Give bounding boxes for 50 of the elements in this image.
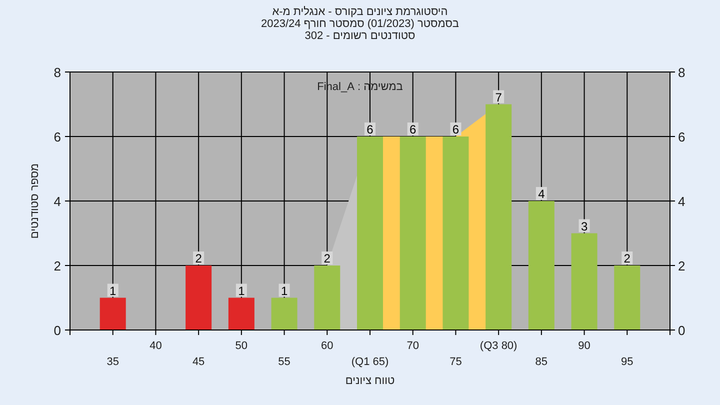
x-axis-title: טווח ציונים (345, 375, 395, 387)
bar (100, 298, 126, 330)
y2-tick-label: 2 (678, 258, 686, 274)
x-tick-label: 50 (235, 340, 248, 352)
bar (228, 298, 254, 330)
x-tick-label: 60 (321, 340, 334, 352)
data-label: 1 (110, 284, 116, 298)
data-label: 1 (280, 284, 288, 298)
bar (571, 233, 598, 330)
x-tick-label: 45 (192, 356, 205, 368)
x-tick-label: 75 (450, 356, 462, 368)
data-label: 2 (624, 252, 630, 266)
y-tick-label: 0 (54, 323, 61, 338)
data-label: 6 (366, 122, 374, 136)
y-tick-label: 8 (54, 65, 61, 80)
x-tick-label: 70 (406, 340, 419, 352)
y2-tick-label: 0 (678, 323, 686, 338)
x-tick-label: (Q1 65) (351, 356, 389, 368)
y2-tick-label: 4 (678, 194, 686, 209)
chart-subtitle: בסמסטר (01/2023) סמסטר חורף 2023/24 (260, 18, 460, 30)
data-label: 2 (195, 252, 202, 266)
x-tick-label: 85 (535, 356, 548, 368)
data-label: 7 (495, 90, 502, 104)
y2-tick-label: 8 (678, 65, 686, 80)
bar (400, 136, 426, 330)
data-label: 4 (538, 187, 545, 201)
x-tick-label: (Q3 80) (480, 340, 518, 352)
text: סטודנטים רשומים - 302 (304, 30, 416, 42)
x-tick-label: 90 (578, 340, 590, 352)
y-tick-label: 6 (54, 130, 61, 144)
data-label: 6 (410, 122, 416, 136)
y-tick-label: 4 (54, 194, 61, 209)
x-tick-label: 55 (278, 356, 290, 368)
data-label: 1 (238, 284, 245, 298)
chart-title: היסטוגרמת ציונים בקורס - אנגלית מ-א (272, 6, 448, 18)
data-label: 3 (580, 219, 588, 234)
bar (614, 266, 640, 330)
bar (186, 266, 212, 330)
x-tick-label: 35 (106, 356, 119, 368)
bar (528, 201, 554, 330)
y-tick-label: 2 (54, 258, 61, 274)
bar (486, 104, 512, 330)
data-label: 2 (324, 252, 330, 266)
x-tick-label: 95 (621, 356, 634, 368)
y-axis-title: מספר סטודנטים (29, 163, 41, 239)
x-tick-label: 40 (150, 340, 162, 352)
bar (442, 136, 469, 330)
y2-tick-label: 6 (678, 130, 686, 144)
bar (271, 298, 298, 330)
data-label: 6 (452, 122, 460, 136)
